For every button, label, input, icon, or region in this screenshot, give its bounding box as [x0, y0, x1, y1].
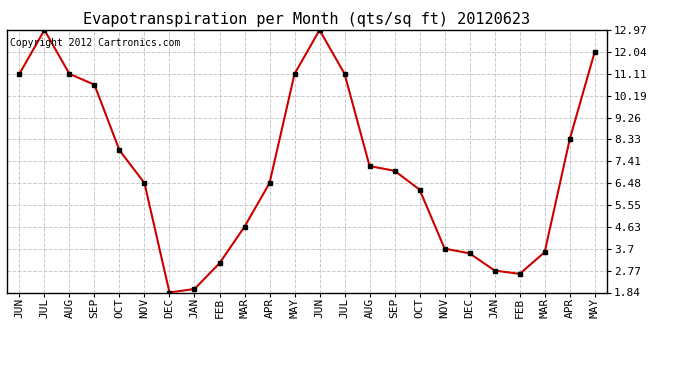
Title: Evapotranspiration per Month (qts/sq ft) 20120623: Evapotranspiration per Month (qts/sq ft)… — [83, 12, 531, 27]
Text: Copyright 2012 Cartronics.com: Copyright 2012 Cartronics.com — [10, 38, 180, 48]
